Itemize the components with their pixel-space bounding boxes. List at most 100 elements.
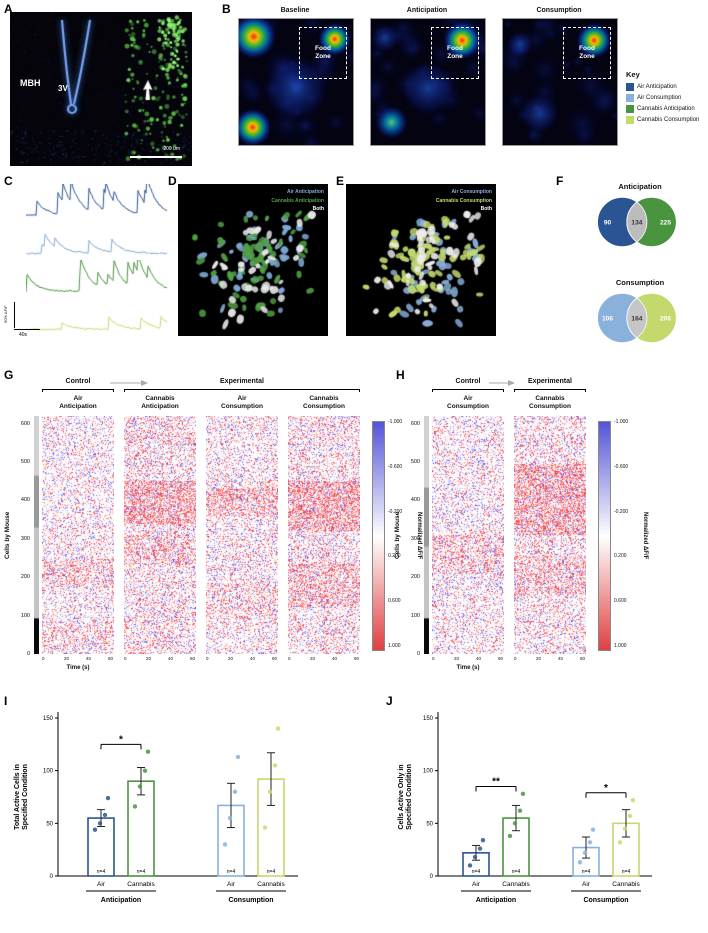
control-to-experimental-arrow-icon (110, 380, 148, 386)
colorbar-tick-label: -0.600 (614, 463, 629, 470)
food-zone-box: Food Zone (431, 27, 479, 79)
y-tick-label: 400 (20, 497, 30, 504)
x-tick-label: 40 (168, 656, 174, 661)
bar-label: Air (582, 881, 591, 888)
x-axis-label: Time (s) (456, 665, 480, 671)
colorbar-tick-label: -1.000 (614, 419, 629, 425)
bar-label: Air (97, 881, 106, 888)
data-point (92, 827, 98, 832)
panel_I-svg: 0 50 100 150 Total Active Cells in Specified … (14, 712, 298, 904)
group-label: Anticipation (476, 897, 516, 904)
behavior-map-title-consumption: Consumption (536, 7, 582, 14)
colorbar-tick-label: -0.200 (614, 508, 629, 515)
x-axis-label: Time (s) (66, 665, 90, 671)
key-item-label: Cannabis Consumption (637, 117, 700, 123)
bar-label: Cannabis (127, 881, 155, 888)
bar-chart-total-active-cells: 0 50 100 150 Total Active Cells in Specified … (8, 700, 358, 933)
panel-label-j: J (386, 694, 393, 708)
data-point (102, 812, 108, 818)
data-point (97, 821, 103, 826)
venn-right-count: 206 (660, 315, 671, 322)
behavior-map-title-baseline: Baseline (280, 7, 310, 14)
data-point (617, 840, 623, 845)
control-bracket (432, 389, 504, 392)
data-point (467, 863, 473, 868)
x-tick-label: 40 (558, 656, 564, 661)
n-label: n=4 (582, 869, 591, 875)
food-zone-box: Food Zone (563, 27, 611, 79)
heatmap-canvas-cannabis-consumption (288, 416, 360, 654)
y-axis-label: Cells by Mouse (4, 511, 11, 559)
panel-label-i: I (4, 694, 8, 708)
heatmap-canvas-air-consumption (206, 416, 278, 654)
data-point (622, 826, 628, 831)
n-label: n=4 (622, 869, 631, 875)
data-point (275, 726, 281, 731)
experimental-bracket (124, 389, 360, 392)
y-tick-label: 150 (43, 716, 54, 722)
behavior-heatmap-canvas-anticipation (371, 19, 485, 145)
bar-label: Air (227, 881, 236, 888)
key-item-air-consumption: Air Consumption (626, 94, 706, 102)
colorbar-ticks: -1.000 -0.600 -0.200 0.200 0.600 1.000 (612, 419, 638, 649)
legend-air-anticipation: Air Anticipation (286, 189, 324, 195)
panel-label-e: E (336, 174, 345, 188)
food-zone-box: Food Zone (299, 27, 347, 79)
venn-anticipation: 90 134 225 (597, 196, 677, 248)
data-point (587, 840, 593, 845)
y-axis-label: Cells by Mouse (394, 511, 401, 559)
key-item-label: Air Anticipation (637, 84, 677, 90)
key-item-air-anticipation: Air Anticipation (626, 83, 706, 91)
panel-label-a: A (4, 2, 13, 16)
panel_J-svg: 0 50 100 150 Cells Active Only in Specified C… (398, 712, 652, 904)
x-tick-label: 40 (476, 656, 482, 661)
x-axis-ticks: 0 20 40 60 (432, 656, 504, 663)
column-title-air-consumption: Air Consumption (221, 395, 263, 410)
cell-map-canvas-anticipation (178, 184, 328, 336)
significance-marker: ** (492, 776, 500, 787)
bar-chart-cells-active-only: 0 50 100 150 Cells Active Only in Specified C… (392, 700, 702, 933)
y-tick-label: 0 (416, 651, 420, 657)
trace-canvas-cannabis-consumption (26, 298, 168, 334)
cell-map-consumption-panel: Air Consumption Cannabis Consumption Bot… (346, 184, 496, 336)
heatmap-canvas-air-anticipation (42, 416, 114, 654)
cell-map-anticipation-panel: Air Anticipation Cannabis Anticipation B… (178, 184, 328, 336)
third-ventricle-label: 3V (58, 84, 68, 93)
data-point (262, 825, 268, 830)
significance-marker: * (119, 734, 123, 745)
colorbar-ticks: -1.000 -0.600 -0.200 0.200 0.600 1.000 (386, 419, 412, 649)
key-item-cannabis-consumption: Cannabis Consumption (626, 116, 706, 124)
bar-label: Air (472, 881, 481, 888)
key-item-cannabis-anticipation: Cannabis Anticipation (626, 105, 706, 113)
venn-left-count: 90 (604, 219, 612, 226)
x-tick-label: 0 (42, 656, 45, 661)
y-tick-label: 600 (20, 420, 30, 427)
column-title-air-consumption: Air Consumption (447, 395, 489, 410)
column-title-cannabis-consumption: Cannabis Consumption (303, 395, 345, 410)
y-tick-label: 0 (430, 874, 434, 880)
column-title-air-anticipation: Air Anticipation (59, 395, 97, 410)
control-bracket (42, 389, 114, 392)
panel-label-g: G (4, 368, 14, 382)
control-label: Control (455, 378, 481, 385)
panel-label-f: F (556, 174, 564, 188)
legend-cannabis-anticipation: Cannabis Anticipation (271, 197, 324, 204)
column-title-cannabis-consumption: Cannabis Consumption (529, 395, 571, 410)
control-label: Control (65, 378, 91, 385)
colorbar-tick-label: -0.600 (388, 463, 403, 470)
venn-left-count: 106 (602, 315, 613, 322)
colorbar-tick-label: -1.000 (388, 419, 403, 425)
y-tick-label: 200 (20, 574, 30, 581)
behavior-heatmap-anticipation: Food Zone (370, 18, 486, 146)
y-axis-ticks: 0 100 200 300 400 500 600 (404, 416, 422, 657)
df-scale-label: 50% ΔF/F (3, 305, 8, 323)
y-tick-label: 50 (426, 821, 433, 827)
x-tick-label: 60 (190, 656, 196, 661)
x-tick-label: 20 (310, 656, 316, 661)
y-tick-label: 600 (410, 420, 420, 427)
x-tick-label: 20 (64, 656, 70, 661)
venn-overlap-count: 164 (631, 315, 642, 322)
legend-cannabis-consumption: Cannabis Consumption (435, 197, 492, 204)
bar-label: Cannabis (257, 881, 285, 888)
panel-label-d: D (168, 174, 177, 188)
